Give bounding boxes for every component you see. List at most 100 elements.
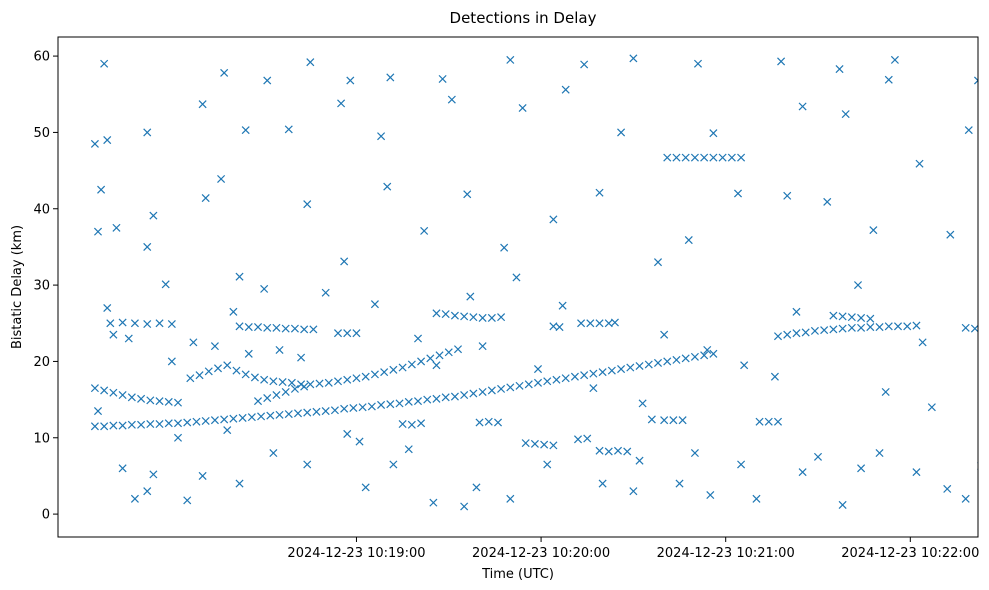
x-tick-label: 2024-12-23 10:19:00: [287, 546, 425, 561]
data-point: [263, 394, 272, 403]
data-point: [973, 76, 978, 85]
data-point: [903, 322, 912, 331]
data-point: [533, 365, 543, 374]
data-point: [278, 378, 287, 387]
data-point: [453, 345, 463, 354]
data-point: [638, 399, 647, 408]
data-point: [884, 75, 893, 84]
plot-area: [57, 36, 979, 538]
data-point: [847, 323, 856, 332]
data-point: [253, 397, 263, 406]
data-point: [229, 414, 238, 423]
data-point: [321, 288, 330, 297]
data-point: [690, 153, 699, 162]
data-point: [506, 55, 515, 64]
data-point: [173, 419, 183, 428]
data-point: [229, 307, 238, 316]
data-point: [700, 153, 709, 162]
data-point: [595, 188, 604, 197]
data-point: [460, 390, 469, 400]
data-point: [964, 126, 973, 135]
data-point: [823, 197, 832, 206]
data-point: [275, 410, 284, 419]
data-point: [450, 311, 459, 320]
data-point: [426, 354, 435, 363]
data-point: [617, 128, 626, 137]
data-point: [653, 258, 663, 267]
data-point: [395, 399, 404, 408]
data-point: [333, 329, 343, 338]
data-point: [801, 328, 810, 337]
data-point: [269, 449, 278, 458]
data-point: [521, 439, 530, 448]
data-point: [810, 326, 819, 335]
data-point: [755, 417, 764, 426]
data-point: [773, 332, 783, 341]
data-point: [773, 417, 783, 426]
data-point: [189, 338, 198, 347]
data-point: [586, 319, 595, 328]
data-point: [595, 446, 604, 455]
data-point: [623, 447, 632, 456]
data-point: [540, 440, 549, 449]
data-point: [324, 378, 333, 387]
data-point: [183, 496, 192, 505]
data-point: [681, 153, 690, 162]
data-point: [272, 323, 281, 332]
data-point: [383, 182, 392, 191]
data-point: [970, 324, 978, 333]
data-point: [595, 319, 604, 328]
data-point: [783, 191, 792, 200]
data-point: [684, 236, 693, 245]
data-point: [693, 59, 703, 68]
data-point: [635, 361, 644, 371]
data-point: [343, 375, 352, 384]
data-point: [361, 372, 370, 381]
data-point: [404, 397, 413, 406]
data-point: [137, 394, 146, 403]
data-point: [164, 397, 173, 406]
data-point: [946, 230, 955, 239]
data-point: [303, 460, 312, 469]
data-point: [109, 388, 118, 397]
data-point: [306, 58, 315, 67]
data-point: [853, 281, 863, 290]
data-point: [857, 313, 866, 322]
data-point: [377, 400, 386, 409]
data-point: [235, 322, 244, 331]
data-point: [644, 360, 653, 369]
data-point: [380, 368, 389, 377]
data-point: [660, 330, 669, 339]
data-point: [543, 377, 552, 386]
data-point: [549, 215, 558, 224]
data-point: [573, 435, 583, 444]
data-point: [358, 403, 367, 412]
data-point: [253, 323, 263, 332]
data-point: [398, 363, 407, 372]
data-point: [146, 419, 155, 429]
data-point: [244, 349, 253, 358]
data-point: [672, 153, 681, 162]
data-point: [463, 190, 472, 199]
data-point: [343, 329, 352, 338]
data-point: [204, 367, 213, 376]
data-point: [112, 223, 121, 232]
data-point: [149, 211, 158, 220]
data-point: [164, 419, 173, 428]
data-point: [260, 284, 269, 293]
data-point: [346, 76, 355, 85]
data-point: [770, 372, 779, 381]
data-point: [155, 319, 164, 328]
data-point: [355, 437, 364, 446]
data-point: [389, 460, 398, 469]
data-point: [653, 358, 663, 367]
data-point: [173, 398, 183, 407]
data-point: [672, 355, 681, 364]
data-point: [220, 415, 229, 424]
data-point: [497, 384, 506, 393]
data-point: [709, 153, 718, 162]
data-point: [118, 464, 127, 473]
data-point: [484, 417, 493, 426]
data-point: [143, 128, 152, 137]
data-point: [841, 110, 850, 119]
